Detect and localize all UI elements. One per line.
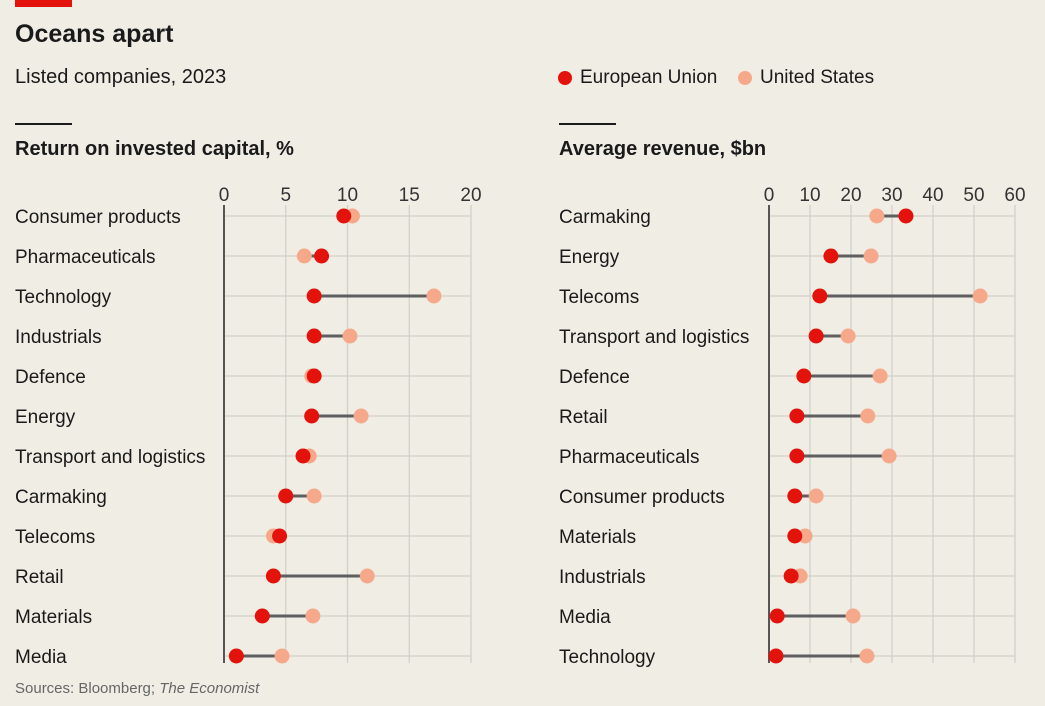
x-tick-label: 60 bbox=[1004, 185, 1025, 206]
category-label: Pharmaceuticals bbox=[15, 247, 155, 268]
x-tick-label: 10 bbox=[799, 185, 820, 206]
us-point bbox=[863, 248, 879, 264]
divider bbox=[15, 123, 72, 125]
category-label: Energy bbox=[15, 407, 76, 428]
us-point bbox=[869, 208, 885, 224]
category-label: Retail bbox=[559, 407, 608, 428]
category-label: Telecoms bbox=[15, 527, 95, 548]
x-tick-label: 20 bbox=[460, 185, 481, 206]
category-label: Consumer products bbox=[559, 487, 725, 508]
x-tick-label: 5 bbox=[280, 185, 291, 206]
divider bbox=[559, 123, 616, 125]
eu-point bbox=[789, 448, 805, 464]
category-label: Transport and logistics bbox=[15, 447, 205, 468]
legend-item-eu: European Union bbox=[558, 67, 717, 89]
x-tick-label: 40 bbox=[922, 185, 943, 206]
brand-red-bar bbox=[15, 0, 72, 7]
eu-point bbox=[787, 488, 803, 504]
us-point bbox=[808, 488, 824, 504]
eu-point bbox=[306, 288, 322, 304]
eu-point bbox=[306, 368, 322, 384]
category-label: Retail bbox=[15, 567, 64, 588]
category-label: Telecoms bbox=[559, 287, 639, 308]
us-point bbox=[296, 248, 312, 264]
eu-point bbox=[783, 568, 799, 584]
us-point bbox=[872, 368, 888, 384]
category-label: Pharmaceuticals bbox=[559, 447, 699, 468]
eu-point bbox=[769, 608, 785, 624]
us-point bbox=[359, 568, 375, 584]
us-point bbox=[972, 288, 988, 304]
chart-subtitle: Listed companies, 2023 bbox=[15, 66, 227, 88]
eu-point bbox=[787, 528, 803, 544]
eu-point bbox=[812, 288, 828, 304]
x-tick-label: 30 bbox=[881, 185, 902, 206]
source-publisher: The Economist bbox=[159, 680, 260, 697]
left-chart-title: Return on invested capital, % bbox=[15, 138, 294, 160]
category-label: Media bbox=[15, 647, 67, 668]
eu-point bbox=[823, 248, 839, 264]
us-point bbox=[797, 528, 813, 544]
eu-point bbox=[306, 328, 322, 344]
legend-label: United States bbox=[760, 67, 875, 88]
category-label: Technology bbox=[559, 647, 656, 668]
category-label: Defence bbox=[559, 367, 630, 388]
eu-point bbox=[796, 368, 812, 384]
eu-dot-icon bbox=[558, 71, 572, 85]
us-point bbox=[860, 408, 876, 424]
category-label: Industrials bbox=[15, 327, 102, 348]
category-label: Defence bbox=[15, 367, 86, 388]
eu-point bbox=[336, 208, 352, 224]
source-note: Sources: Bloomberg; The Economist bbox=[15, 680, 259, 697]
us-point bbox=[845, 608, 861, 624]
eu-point bbox=[295, 448, 311, 464]
eu-point bbox=[808, 328, 824, 344]
eu-point bbox=[304, 408, 320, 424]
eu-point bbox=[272, 528, 288, 544]
x-tick-label: 15 bbox=[399, 185, 420, 206]
category-label: Industrials bbox=[559, 567, 646, 588]
us-point bbox=[426, 288, 442, 304]
category-label: Energy bbox=[559, 247, 620, 268]
eu-point bbox=[898, 208, 914, 224]
right-chart-title: Average revenue, $bn bbox=[559, 138, 767, 160]
category-label: Consumer products bbox=[15, 207, 181, 228]
x-tick-label: 0 bbox=[764, 185, 775, 206]
us-point bbox=[274, 648, 290, 664]
legend-item-us: United States bbox=[738, 67, 874, 89]
category-label: Carmaking bbox=[15, 487, 107, 508]
category-label: Materials bbox=[15, 607, 92, 628]
us-point bbox=[881, 448, 897, 464]
chart-title: Oceans apart bbox=[15, 20, 174, 48]
us-point bbox=[859, 648, 875, 664]
eu-point bbox=[265, 568, 281, 584]
us-point bbox=[306, 488, 322, 504]
us-point bbox=[353, 408, 369, 424]
eu-point bbox=[254, 608, 270, 624]
eu-point bbox=[228, 648, 244, 664]
x-tick-label: 0 bbox=[219, 185, 230, 206]
category-label: Media bbox=[559, 607, 611, 628]
eu-point bbox=[768, 648, 784, 664]
us-dot-icon bbox=[738, 71, 752, 85]
eu-point bbox=[278, 488, 294, 504]
us-point bbox=[342, 328, 358, 344]
x-tick-label: 50 bbox=[963, 185, 984, 206]
category-label: Technology bbox=[15, 287, 112, 308]
category-label: Carmaking bbox=[559, 207, 651, 228]
x-tick-label: 20 bbox=[840, 185, 861, 206]
us-point bbox=[840, 328, 856, 344]
eu-point bbox=[314, 248, 330, 264]
category-label: Materials bbox=[559, 527, 636, 548]
legend-label: European Union bbox=[580, 67, 718, 88]
source-text: Sources: Bloomberg; bbox=[15, 680, 160, 697]
us-point bbox=[305, 608, 321, 624]
category-label: Transport and logistics bbox=[559, 327, 749, 348]
x-tick-label: 10 bbox=[337, 185, 358, 206]
eu-point bbox=[789, 408, 805, 424]
